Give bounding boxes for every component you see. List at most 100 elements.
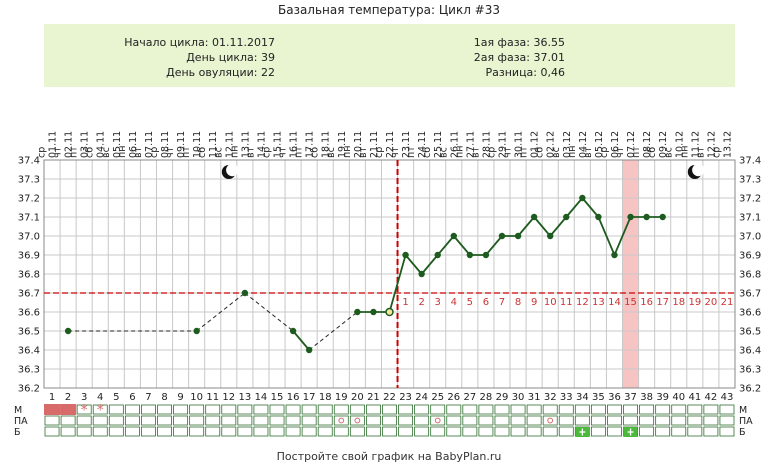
table-cell: [478, 404, 494, 415]
y-tick-label-left: 36.9: [18, 251, 40, 262]
temperature-point: [643, 213, 650, 221]
table-cell: [398, 415, 414, 426]
row-label-m: М: [14, 405, 22, 416]
temperature-line-segment: [613, 216, 632, 256]
cycle-day-number: 39: [656, 392, 669, 403]
temperature-line-segment: [597, 216, 616, 256]
table-cell: [253, 415, 269, 426]
temperature-line-segment: [533, 216, 551, 237]
cycle-day-number: 32: [544, 392, 557, 403]
table-cell: [317, 415, 333, 426]
weekday-label: ср: [262, 147, 273, 158]
weekday-label: вт: [245, 146, 256, 158]
temperature-point: [402, 251, 409, 259]
footer-link[interactable]: Постройте свой график на BabyPlan.ru: [276, 450, 502, 463]
y-tick-label-left: 37.1: [18, 213, 40, 224]
date-label: 28.11: [481, 131, 492, 158]
temperature-point: [466, 251, 474, 259]
cycle-day-number: 6: [129, 392, 135, 403]
table-cell: [301, 415, 317, 426]
temperature-point: [241, 289, 249, 297]
y-tick-label-left: 36.6: [18, 308, 40, 319]
table-cell: [189, 404, 205, 415]
table-cell: [623, 415, 638, 426]
table-cell: [446, 415, 462, 426]
cycle-day-number: 13: [239, 392, 252, 403]
temperature-point: [611, 251, 618, 259]
temperature-point: [418, 270, 425, 278]
cycle-day-number: 42: [705, 392, 718, 403]
moon-icon: [687, 163, 705, 179]
y-tick-label-left: 36.4: [18, 346, 40, 357]
cycle-start: Начало цикла: 01.11.2017: [124, 36, 275, 49]
date-label: 16.11: [289, 131, 300, 158]
y-tick-label-left: 36.8: [18, 270, 40, 281]
temperature-point: [530, 213, 538, 221]
moon-icon-cutout: [226, 163, 239, 177]
table-cell: [141, 404, 156, 415]
y-tick-label-right: 36.2: [739, 384, 761, 395]
table-cell: [269, 404, 285, 415]
table-cell: [237, 404, 253, 415]
weekday-label: ср: [486, 147, 497, 158]
row-label-m-right: М: [739, 405, 747, 416]
cycle-day-number: 22: [383, 392, 396, 403]
table-cell: [141, 426, 156, 437]
cycle-day-number: 2: [65, 392, 71, 403]
row-label-b-right: Б: [739, 427, 746, 438]
table-cell: [173, 404, 189, 415]
temperature-line-segment: [437, 235, 455, 256]
cycle-day-number: 9: [177, 392, 183, 403]
weekday-label: пт: [294, 146, 305, 158]
temperature-gap-segment: [244, 292, 294, 332]
weekday-label: пн: [679, 146, 690, 158]
table-cell: [462, 404, 478, 415]
weekday-label: чт: [53, 146, 64, 158]
table-cell: [703, 415, 719, 426]
table-cell: [414, 415, 430, 426]
phase2-day-label: 6: [483, 297, 489, 308]
table-cell: [60, 426, 76, 437]
table-cell: [124, 426, 140, 437]
temperature-point: [659, 213, 666, 221]
table-cell: [173, 426, 189, 437]
chart-title: Базальная температура: Цикл #33: [277, 3, 500, 17]
table-cell: [478, 426, 494, 437]
cycle-day-number: 7: [145, 392, 151, 403]
table-cell: [655, 426, 671, 437]
phase2-day-label: 3: [435, 297, 441, 308]
table-cell: [494, 415, 510, 426]
table-cell: [462, 415, 478, 426]
cycle-day-number: 16: [287, 392, 300, 403]
y-tick-label-right: 36.6: [739, 308, 761, 319]
cycle-day-number: 41: [688, 392, 701, 403]
y-tick-label-right: 37.1: [739, 213, 761, 224]
temperature-point: [627, 213, 634, 221]
date-label: 10.11: [192, 131, 203, 158]
phase2-day-label: 7: [499, 297, 505, 308]
y-tick-label-right: 36.7: [739, 289, 761, 300]
table-cell: [655, 415, 671, 426]
cycle-day-number: 25: [431, 392, 444, 403]
table-cell: [623, 404, 638, 415]
weekday-label: сб: [422, 147, 433, 158]
y-tick-label-right: 37.2: [739, 194, 761, 205]
table-cell: [382, 415, 397, 426]
temperature-line-segment: [453, 235, 471, 256]
cycle-day-number: 1: [49, 392, 55, 403]
weekday-label: пн: [117, 146, 128, 158]
table-cell: [542, 426, 558, 437]
date-label: 07.12: [626, 131, 637, 158]
table-cell: [189, 426, 205, 437]
temperature-line-segment: [420, 254, 439, 275]
table-cell: [157, 426, 172, 437]
table-cell: [382, 404, 397, 415]
table-cell: [141, 415, 156, 426]
weekday-label: вс: [326, 147, 337, 158]
table-cell: [253, 404, 269, 415]
weekday-label: пт: [406, 146, 417, 158]
date-label: 22.11: [385, 131, 396, 158]
date-label: 29.11: [497, 131, 508, 158]
y-tick-label-right: 37.4: [739, 156, 761, 167]
table-cell: [542, 415, 558, 426]
